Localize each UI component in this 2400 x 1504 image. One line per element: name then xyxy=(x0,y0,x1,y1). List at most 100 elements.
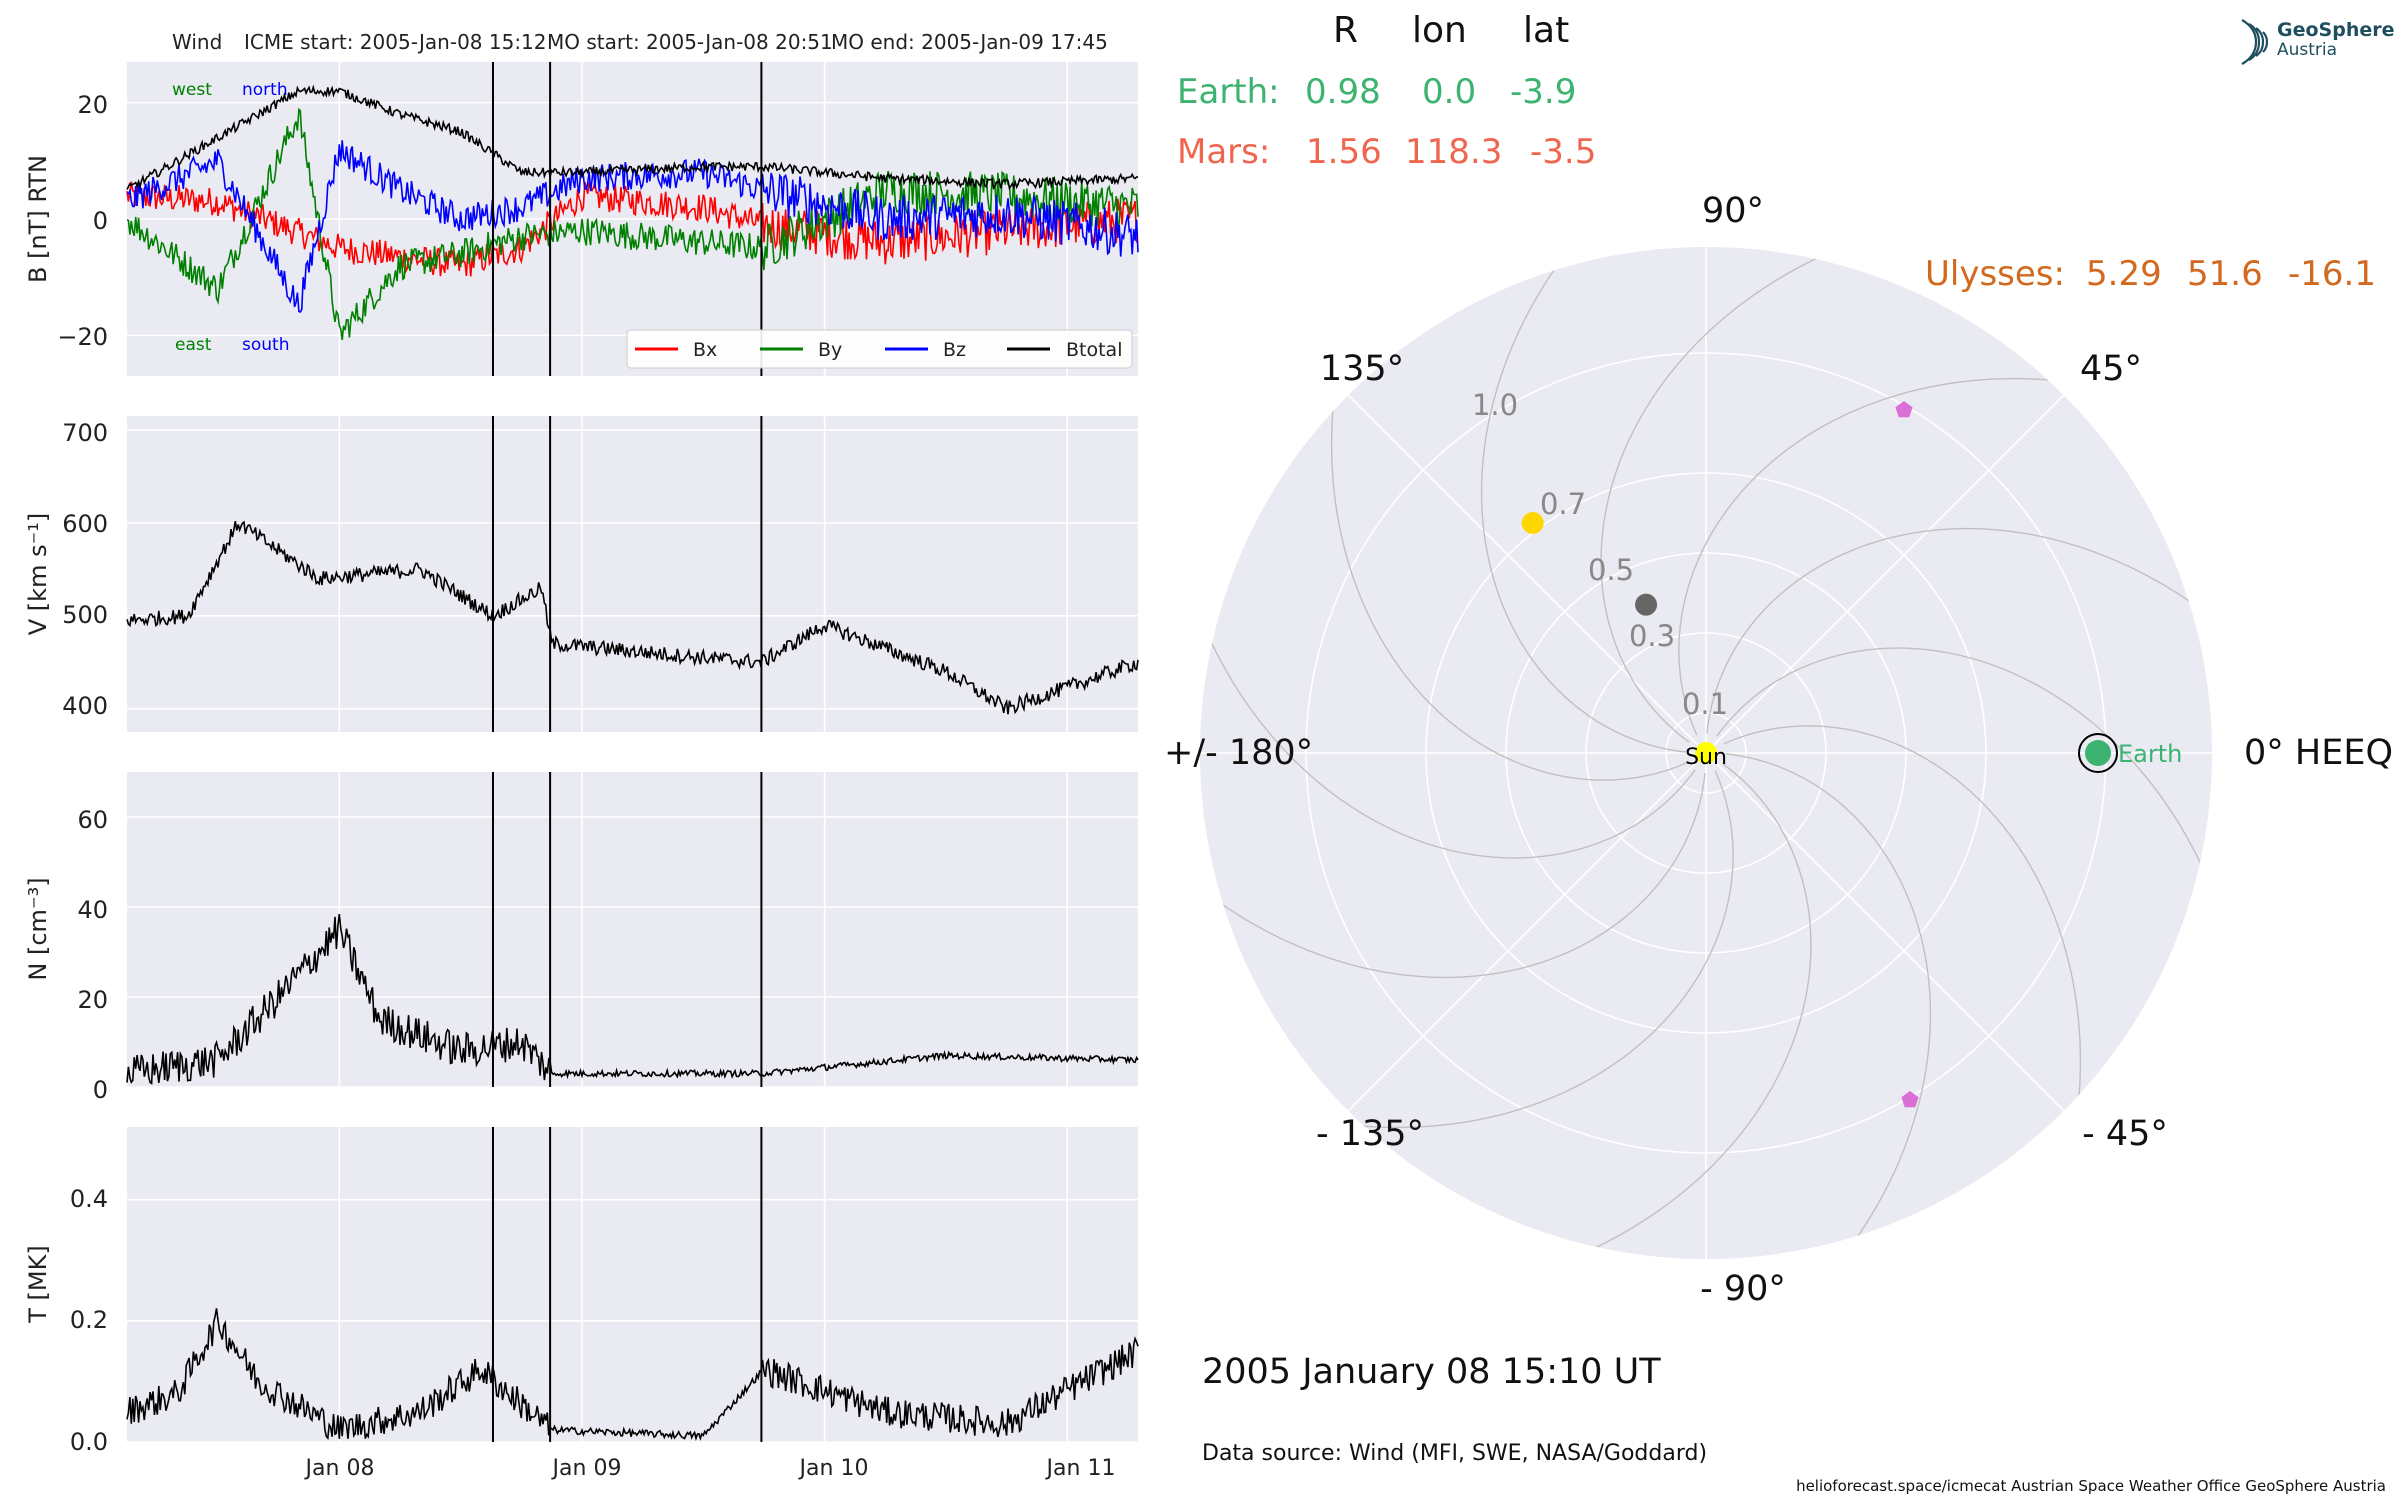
ytick-v-500: 500 xyxy=(62,601,108,629)
title-spacecraft: Wind xyxy=(172,30,222,54)
mars-pos-lon: 118.3 xyxy=(1405,132,1502,172)
parker-spiral-8 xyxy=(1200,497,1696,859)
earth-pos-lon: 0.0 xyxy=(1422,72,1476,112)
header-lat: lat xyxy=(1523,10,1569,51)
panel-n-bg xyxy=(127,772,1138,1087)
title-icme-start: ICME start: 2005-Jan-08 15:12 xyxy=(244,30,547,54)
ulysses-pos-lat: -16.1 xyxy=(2288,254,2376,294)
parker-spiral-11 xyxy=(1450,763,1812,1259)
polar-spoke-315 xyxy=(1705,752,2065,1112)
y-axis-labels: B [nT] RTN V [km s⁻¹] N [cm⁻³] T [MK] xyxy=(24,155,52,1324)
ulysses-pos-r: 5.29 xyxy=(2086,254,2162,294)
ytick-t-04: 0.4 xyxy=(70,1185,108,1213)
data-source: Data source: Wind (MFI, SWE, NASA/Goddar… xyxy=(1202,1441,1707,1466)
annotation-east: east xyxy=(175,335,212,355)
series-v xyxy=(126,520,1139,715)
logo-line1: GeoSphere xyxy=(2277,19,2395,41)
series-btotal xyxy=(126,84,1139,191)
xtick-jan09: Jan 09 xyxy=(551,1456,622,1481)
rtick-10: 1.0 xyxy=(1472,388,1518,422)
positions-table: R lon lat Earth: 0.98 0.0 -3.9 Mars: 1.5… xyxy=(1177,10,2376,294)
angle-m45: - 45° xyxy=(2082,1114,2168,1154)
ytick-t-00: 0.0 xyxy=(70,1428,108,1456)
rtick-07: 0.7 xyxy=(1540,487,1586,521)
ytick-b-0: 0 xyxy=(93,207,108,235)
logo-line2: Austria xyxy=(2277,40,2337,60)
angle-135: 135° xyxy=(1320,349,1404,389)
plot-title: Wind ICME start: 2005-Jan-08 15:12 MO st… xyxy=(172,30,1108,54)
parker-spiral-10 xyxy=(1215,770,1734,1129)
angle-90: 90° xyxy=(1702,191,1764,231)
ulysses-marker-1 xyxy=(1901,1091,1919,1108)
legend-label-btotal: Btotal xyxy=(1066,339,1122,361)
polar-spoke-45 xyxy=(1705,394,2065,754)
parker-spirals xyxy=(1200,247,2212,1259)
polar-spoke-135 xyxy=(1347,394,1707,754)
geosphere-logo-mark-icon xyxy=(2241,19,2269,65)
angle-180: +/- 180° xyxy=(1164,733,1313,773)
ylabel-b: B [nT] RTN xyxy=(24,155,52,283)
mars-pos-label: Mars: xyxy=(1177,132,1270,172)
header-lon: lon xyxy=(1412,10,1467,51)
geosphere-logo: GeoSphere Austria xyxy=(2241,19,2395,65)
parker-spiral-4 xyxy=(1678,377,2197,736)
parker-spiral-6 xyxy=(1480,247,1687,753)
radial-tick-labels: 0.1 0.3 0.5 0.7 1.0 xyxy=(1472,388,1728,721)
parker-spiral-2 xyxy=(1716,647,2212,1009)
body-venus xyxy=(1521,511,1544,534)
panel-v-bg xyxy=(127,416,1138,732)
body-mercury xyxy=(1635,593,1658,616)
rtick-01: 0.1 xyxy=(1682,687,1728,721)
header-r: R xyxy=(1333,10,1358,51)
timestamp: 2005 January 08 15:10 UT xyxy=(1202,1352,1661,1392)
series-n xyxy=(126,914,1139,1085)
rtick-05: 0.5 xyxy=(1588,553,1634,587)
ylabel-n: N [cm⁻³] xyxy=(24,877,52,980)
parker-spiral-7 xyxy=(1330,262,1689,781)
angle-0: 0° HEEQ xyxy=(2244,733,2393,773)
footer-credits: helioforecast.space/icmecat Austrian Spa… xyxy=(1796,1477,2386,1495)
sun-label: Sun xyxy=(1685,745,1727,770)
ytick-t-02: 0.2 xyxy=(70,1306,108,1334)
series-bx xyxy=(126,181,1139,277)
ytick-n-60: 60 xyxy=(77,806,108,834)
polar-bodies: Sun Earth xyxy=(1521,401,2182,1108)
angle-m135: - 135° xyxy=(1316,1114,1424,1154)
mars-pos-lat: -3.5 xyxy=(1530,132,1596,172)
parker-spiral-5 xyxy=(1600,247,1962,743)
legend-label-bz: Bz xyxy=(943,339,966,361)
ulysses-pos-lon: 51.6 xyxy=(2187,254,2263,294)
parker-spiral-1 xyxy=(1723,725,2082,1244)
parker-spiral-9 xyxy=(1200,772,1706,979)
panel-t-bg xyxy=(127,1127,1138,1442)
legend-box xyxy=(626,329,1133,369)
earth-label: Earth xyxy=(2118,740,2182,768)
earth-ring xyxy=(2078,733,2118,773)
legend-label-by: By xyxy=(818,339,842,361)
ytick-b-m20: −20 xyxy=(57,323,108,351)
rtick-03: 0.3 xyxy=(1629,619,1675,653)
parker-spiral-0 xyxy=(1725,753,1932,1259)
ytick-n-0: 0 xyxy=(93,1076,108,1104)
parker-spiral-3 xyxy=(1706,527,2212,734)
annotation-south: south xyxy=(242,335,289,355)
series-t xyxy=(126,1308,1139,1442)
angle-labels: 0° HEEQ 45° 90° 135° +/- 180° - 135° - 9… xyxy=(1164,191,2393,1309)
data-series xyxy=(126,84,1139,1442)
ytick-v-600: 600 xyxy=(62,510,108,538)
earth-pos-label: Earth: xyxy=(1177,72,1280,112)
x-tick-labels: Jan 08 Jan 09 Jan 10 Jan 11 xyxy=(304,1456,1116,1481)
ytick-v-400: 400 xyxy=(62,692,108,720)
ulysses-marker-0 xyxy=(1895,401,1913,418)
legend-label-bx: Bx xyxy=(693,339,717,361)
ylabel-t: T [MK] xyxy=(24,1245,52,1323)
angle-45: 45° xyxy=(2080,349,2142,389)
earth-pos-lat: -3.9 xyxy=(1510,72,1576,112)
angle-m90: - 90° xyxy=(1700,1269,1786,1309)
event-lines xyxy=(491,62,763,1442)
series-bz xyxy=(126,140,1139,314)
ylabel-v: V [km s⁻¹] xyxy=(24,513,52,635)
series-by xyxy=(126,107,1139,341)
ytick-n-20: 20 xyxy=(77,986,108,1014)
